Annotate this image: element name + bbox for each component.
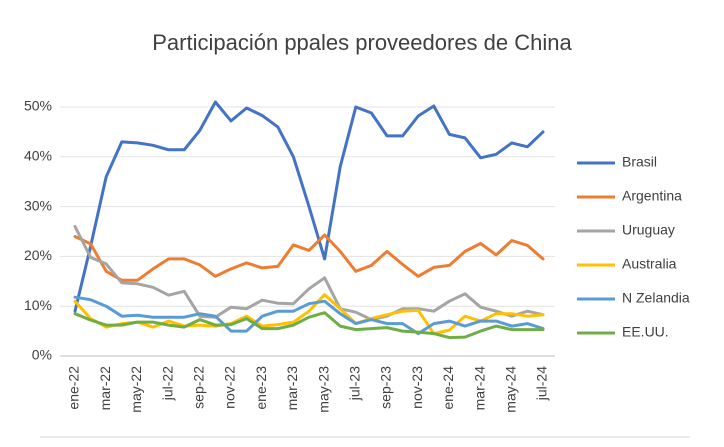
y-tick-label: 30% xyxy=(24,197,52,213)
x-tick-label: nov-23 xyxy=(409,366,425,409)
y-tick-label: 0% xyxy=(32,347,52,363)
series-line xyxy=(73,100,545,313)
y-tick-label: 10% xyxy=(24,297,52,313)
y-tick-label: 50% xyxy=(24,98,52,114)
series-line xyxy=(73,311,545,340)
x-tick-label: ene-24 xyxy=(440,366,456,410)
x-tick-label: sep-23 xyxy=(378,366,394,409)
x-tick-label: mar-22 xyxy=(97,366,113,411)
legend-label: Uruguay xyxy=(622,222,675,238)
chart-title: Participación ppales proveedores de Chin… xyxy=(152,30,572,55)
series-line xyxy=(73,293,545,336)
series-line xyxy=(73,225,545,322)
x-tick-label: sep-22 xyxy=(191,366,207,409)
x-tick-label: jul-22 xyxy=(159,366,175,401)
series-line xyxy=(73,295,545,336)
x-tick-label: ene-23 xyxy=(253,366,269,410)
x-tick-label: jul-24 xyxy=(534,366,550,401)
x-tick-label: nov-22 xyxy=(222,366,238,409)
y-tick-label: 40% xyxy=(24,148,52,164)
x-tick-label: jul-23 xyxy=(347,366,363,401)
x-tick-label: ene-22 xyxy=(66,366,82,410)
legend-label: N Zelandia xyxy=(622,290,690,306)
x-tick-label: may-23 xyxy=(315,366,331,413)
series-line xyxy=(73,233,545,282)
x-tick-label: mar-24 xyxy=(471,366,487,411)
legend-label: Brasil xyxy=(622,154,657,170)
y-tick-label: 20% xyxy=(24,247,52,263)
legend-label: Argentina xyxy=(622,188,682,204)
x-tick-label: may-22 xyxy=(128,366,144,413)
legend-label: Australia xyxy=(622,256,677,272)
x-tick-label: may-24 xyxy=(503,366,519,413)
legend-label: EE.UU. xyxy=(622,324,669,340)
x-tick-label: mar-23 xyxy=(284,366,300,411)
